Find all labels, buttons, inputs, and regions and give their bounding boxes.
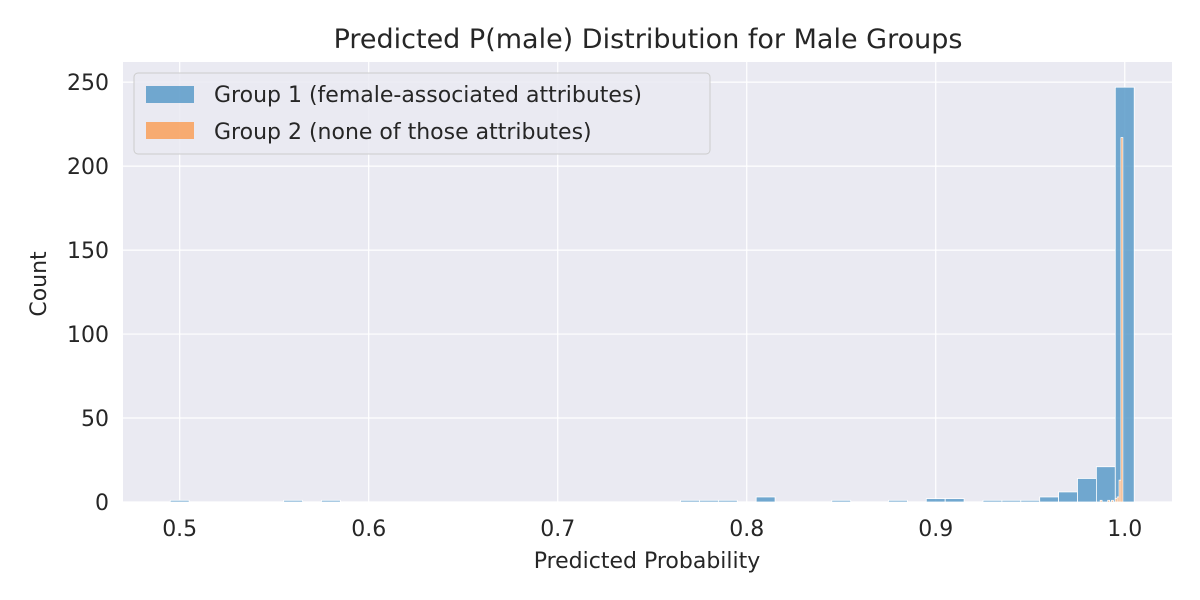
y-axis-label: Count <box>27 251 52 317</box>
histogram-bar-group-1 <box>680 499 700 503</box>
x-axis-label: Predicted Probability <box>534 549 761 574</box>
legend-box <box>133 72 711 155</box>
histogram-bar-group-1 <box>699 499 719 503</box>
histogram-bar-group-1 <box>1039 496 1059 503</box>
histogram-bar-group-1 <box>321 499 341 503</box>
histogram-bar-group-2 <box>1111 499 1114 503</box>
legend: Group 1 (female-associated attributes) G… <box>133 72 711 155</box>
histogram-bar-group-1 <box>169 499 190 503</box>
histogram-bar-group-1 <box>1114 86 1135 503</box>
histogram-bar-group-1 <box>982 499 1003 503</box>
histogram-bar-group-1 <box>1058 491 1078 503</box>
y-tick-label: 0 <box>95 491 109 516</box>
histogram-bars <box>169 86 1135 503</box>
x-tick-label: 0.5 <box>162 517 197 542</box>
histogram-bar-group-2 <box>1099 499 1103 503</box>
legend-swatch-group-1 <box>146 86 194 103</box>
x-tick-label: 1.0 <box>1107 517 1142 542</box>
y-tick-label: 50 <box>81 407 109 432</box>
x-tick-label: 0.9 <box>918 517 953 542</box>
x-tick-label: 0.8 <box>729 517 764 542</box>
y-tick-labels: 0 50 100 150 200 250 <box>67 71 109 516</box>
x-tick-labels: 0.5 0.6 0.7 0.8 0.9 1.0 <box>162 517 1142 542</box>
y-tick-label: 200 <box>67 155 109 180</box>
x-tick-label: 0.7 <box>540 517 575 542</box>
histogram-bar-group-2 <box>1120 137 1124 503</box>
chart-title: Predicted P(male) Distribution for Male … <box>334 24 963 55</box>
histogram-bar-group-1 <box>1095 466 1116 503</box>
histogram-bar-group-1 <box>944 498 965 503</box>
y-tick-label: 150 <box>67 239 109 264</box>
histogram-bar-group-1 <box>755 496 776 503</box>
legend-label-group-1: Group 1 (female-associated attributes) <box>214 83 642 108</box>
histogram-bar-group-2 <box>1107 499 1111 503</box>
y-tick-label: 250 <box>67 71 109 96</box>
histogram-bar-group-1 <box>1001 499 1022 503</box>
histogram-bar-group-1 <box>831 499 852 503</box>
legend-label-group-2: Group 2 (none of those attributes) <box>214 120 592 145</box>
histogram-bar-group-1 <box>1020 499 1041 503</box>
legend-swatch-group-2 <box>146 122 194 139</box>
y-tick-label: 100 <box>67 323 109 348</box>
x-tick-label: 0.6 <box>351 517 386 542</box>
histogram-bar-group-1 <box>717 499 738 503</box>
histogram-bar-group-1 <box>888 499 908 503</box>
histogram-bar-group-1 <box>283 499 303 503</box>
histogram-bar-group-1 <box>1077 478 1097 503</box>
histogram-bar-group-1 <box>925 498 946 503</box>
